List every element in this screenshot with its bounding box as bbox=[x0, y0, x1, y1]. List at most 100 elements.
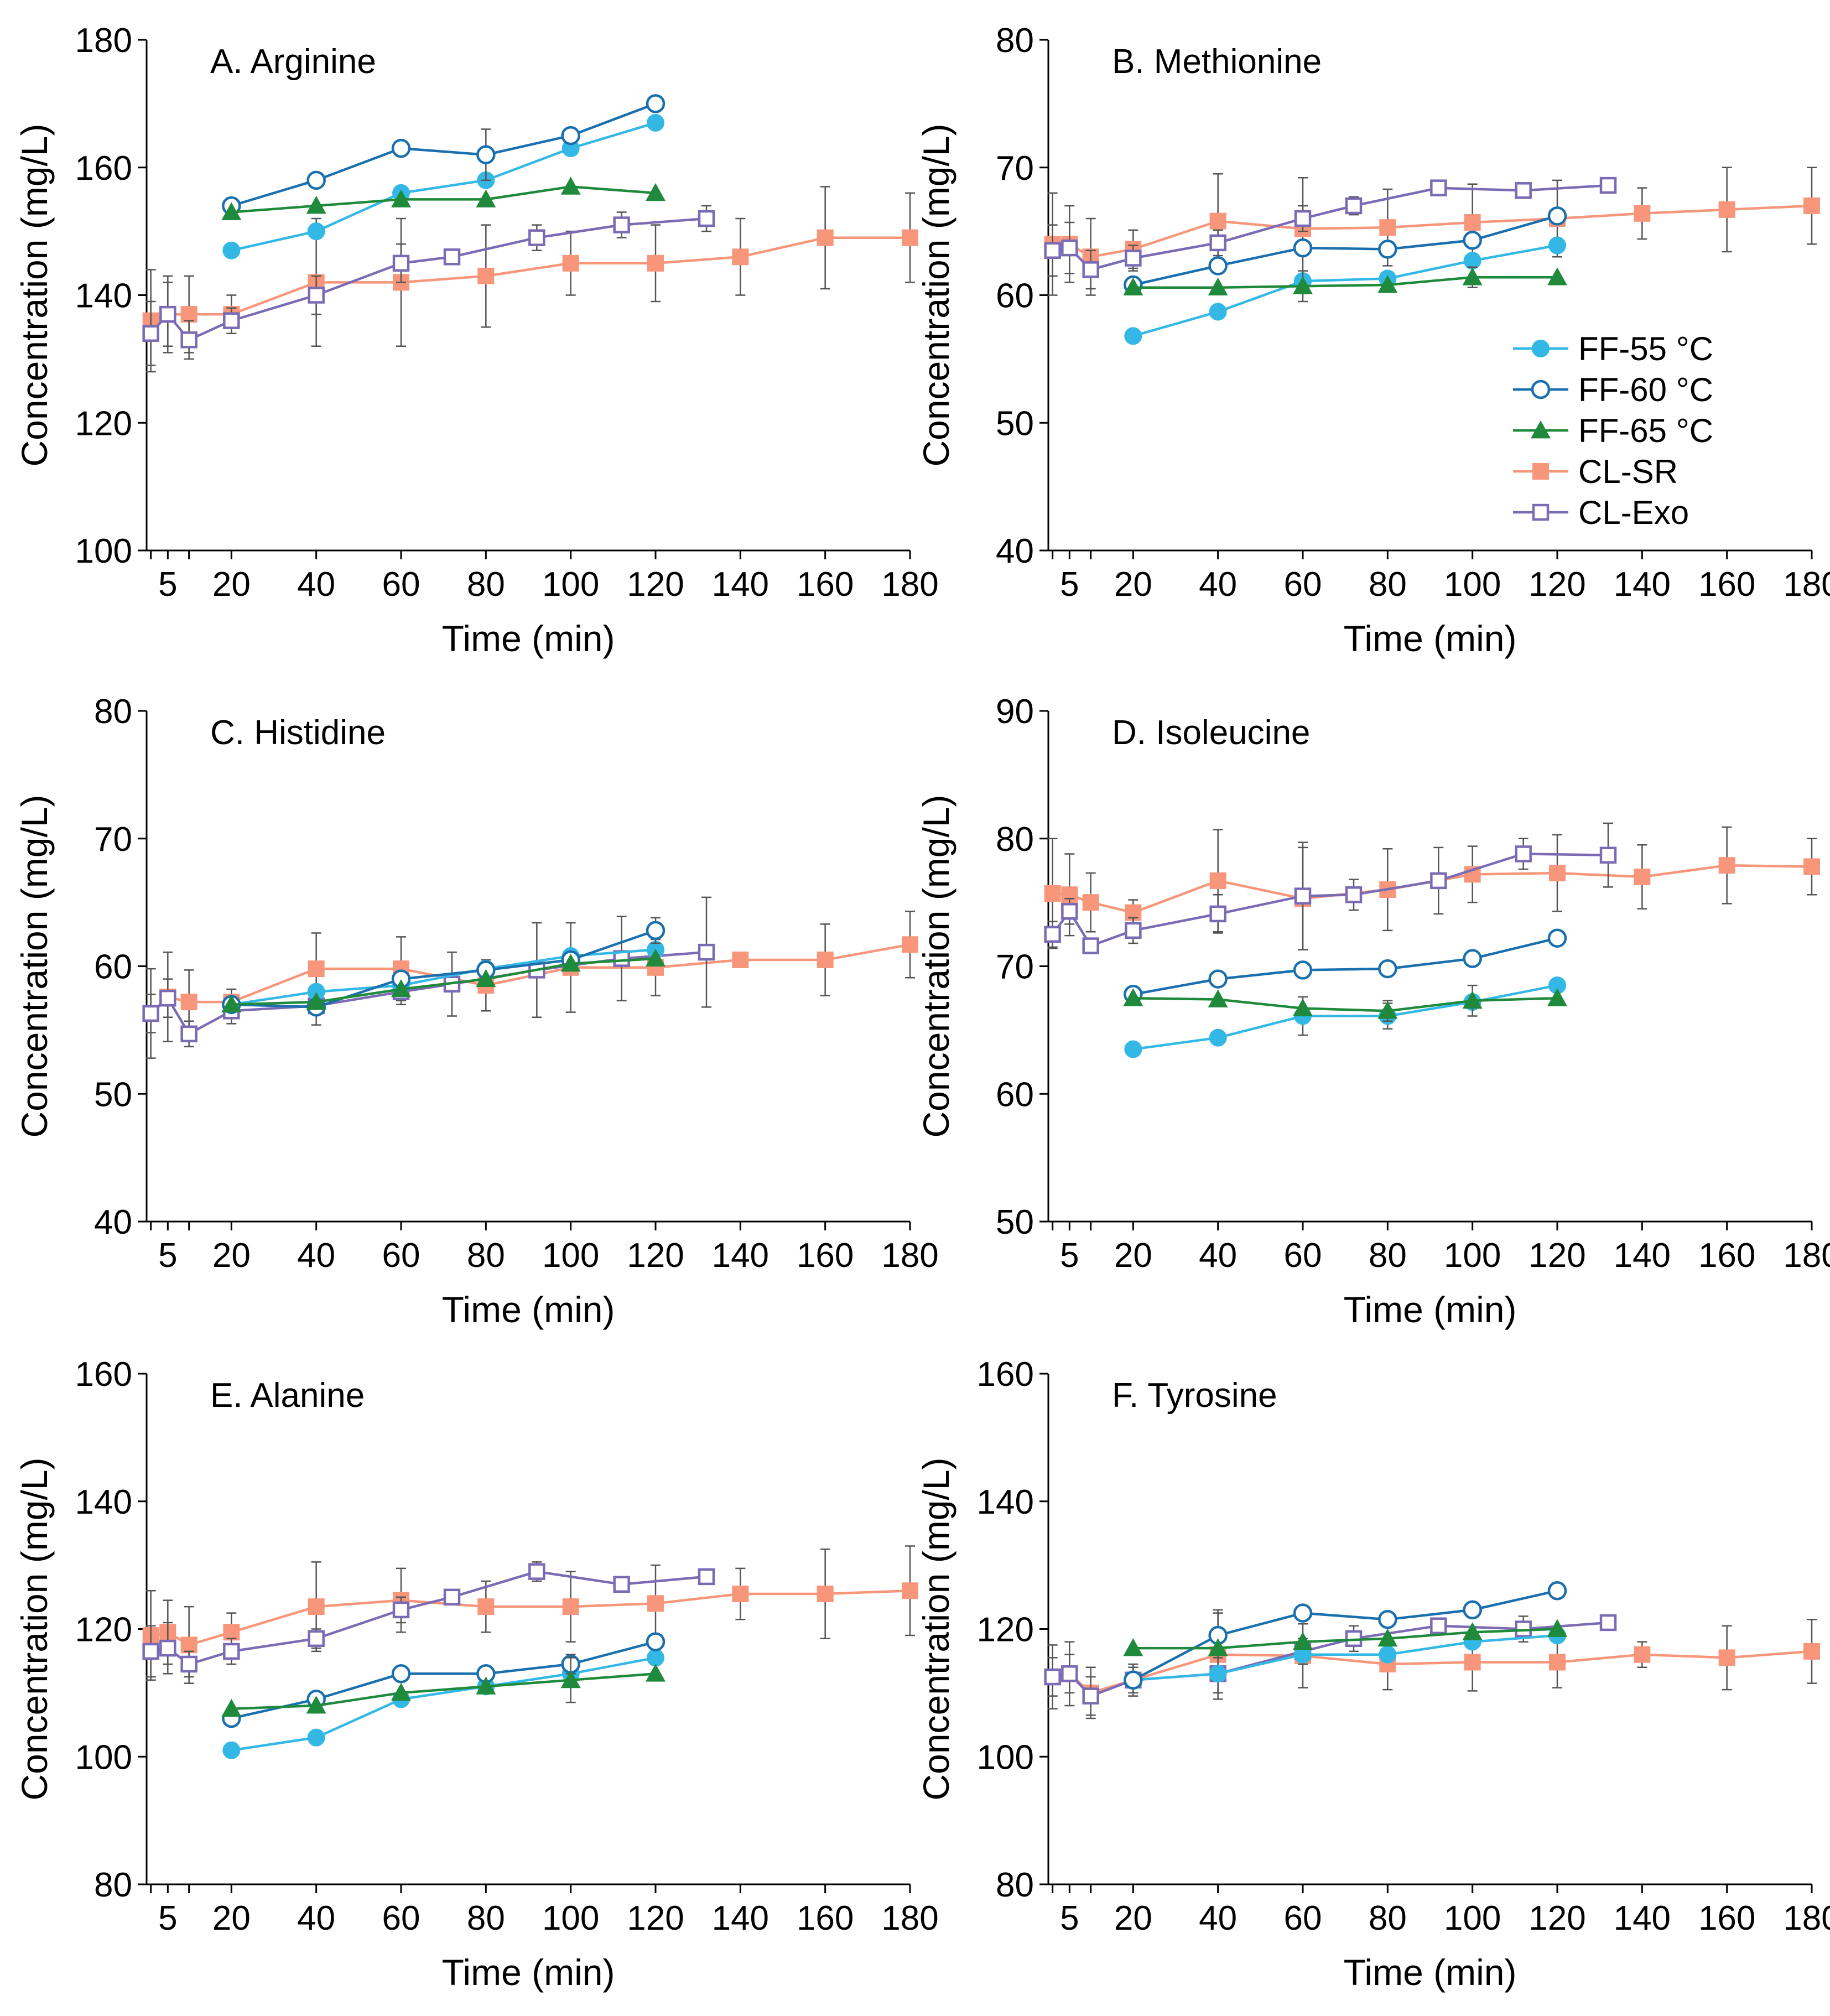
data-point bbox=[1634, 205, 1651, 222]
data-point bbox=[732, 248, 749, 266]
y-tick-label: 50 bbox=[94, 1075, 132, 1114]
series-line bbox=[1133, 1634, 1558, 1682]
series-ff-60-c bbox=[222, 1632, 666, 1728]
data-point bbox=[476, 1676, 496, 1695]
data-point bbox=[1208, 989, 1228, 1007]
series-line bbox=[1052, 1650, 1812, 1695]
legend-marker bbox=[1531, 420, 1551, 439]
series-line bbox=[150, 236, 910, 322]
data-point bbox=[222, 1741, 241, 1759]
data-point bbox=[1803, 1643, 1820, 1660]
x-tick-label: 140 bbox=[1614, 1236, 1671, 1275]
y-tick-label: 70 bbox=[94, 820, 132, 859]
data-point bbox=[1430, 179, 1447, 196]
x-tick-label: 160 bbox=[797, 565, 854, 604]
panel-title: C. Histidine bbox=[210, 714, 386, 752]
x-tick-label: 20 bbox=[1114, 565, 1152, 604]
data-point bbox=[308, 1630, 325, 1648]
series-line bbox=[231, 102, 656, 207]
data-point bbox=[1208, 277, 1228, 296]
x-tick-label: 180 bbox=[881, 1899, 938, 1937]
data-point bbox=[477, 267, 495, 284]
series-line bbox=[1132, 244, 1558, 337]
legend-item-ff-60-c: FF-60 °C bbox=[1513, 371, 1713, 408]
x-tick-label: 180 bbox=[1783, 1899, 1830, 1937]
data-point bbox=[646, 94, 666, 113]
panel-title: A. Arginine bbox=[210, 43, 376, 81]
x-tick-label: 40 bbox=[1199, 1899, 1237, 1937]
x-tick-label: 120 bbox=[1529, 1236, 1585, 1275]
panel-e-alanine: 80 100 120 140 160 5 20 40 60 80 100 120 140 160 180 Ti… bbox=[14, 1355, 939, 1993]
data-point bbox=[1125, 250, 1142, 267]
data-point bbox=[902, 229, 918, 246]
data-point bbox=[647, 1649, 664, 1667]
data-point bbox=[1345, 886, 1363, 903]
series-ff-60-c bbox=[1124, 928, 1567, 1004]
series-line bbox=[231, 1640, 656, 1720]
series-line bbox=[1133, 996, 1558, 1012]
x-tick-label: 180 bbox=[881, 1236, 938, 1275]
data-point bbox=[562, 254, 579, 272]
data-point bbox=[902, 1582, 918, 1599]
series-line bbox=[1052, 1621, 1609, 1697]
data-point bbox=[1209, 872, 1226, 889]
x-tick-label: 20 bbox=[1114, 1236, 1152, 1275]
data-point bbox=[646, 921, 666, 941]
data-point bbox=[1293, 1603, 1313, 1623]
panel-d-isoleucine: 50 60 70 80 90 5 20 40 60 80 100 120 140 160 180 Time (… bbox=[916, 693, 1830, 1330]
legend-marker bbox=[1531, 380, 1551, 399]
y-tick-label: 120 bbox=[75, 404, 132, 443]
series-cl-exo bbox=[142, 205, 715, 366]
data-point bbox=[307, 222, 325, 241]
data-point bbox=[1718, 857, 1735, 874]
series-line bbox=[1052, 204, 1812, 258]
x-tick-label: 120 bbox=[1529, 1899, 1585, 1937]
data-point bbox=[528, 229, 545, 246]
data-point bbox=[1430, 1617, 1447, 1634]
data-point bbox=[306, 170, 326, 190]
data-point bbox=[159, 305, 176, 323]
x-tick-label: 80 bbox=[467, 1899, 505, 1937]
data-point bbox=[222, 241, 241, 259]
x-axis-title: Time (min) bbox=[1344, 618, 1517, 659]
x-tick-label: 140 bbox=[712, 565, 769, 604]
x-tick-label: 160 bbox=[797, 1236, 854, 1275]
data-point bbox=[306, 1695, 326, 1714]
data-point bbox=[392, 254, 410, 272]
y-tick-label: 120 bbox=[977, 1611, 1034, 1649]
data-point bbox=[1209, 212, 1226, 230]
legend-label: CL-Exo bbox=[1578, 494, 1689, 531]
data-point bbox=[1515, 845, 1532, 862]
data-point bbox=[1599, 1614, 1617, 1631]
y-axis-title: Concentration (mg/L) bbox=[14, 795, 55, 1138]
data-point bbox=[221, 1698, 242, 1717]
series-ff-60-c bbox=[222, 94, 666, 216]
panel-b-methionine: 40 50 60 70 80 5 20 40 60 80 100 120 140 160 180 Time (… bbox=[916, 22, 1830, 659]
data-point bbox=[1209, 234, 1226, 252]
data-point bbox=[1293, 276, 1313, 294]
data-point bbox=[391, 979, 411, 997]
data-point bbox=[391, 1682, 411, 1701]
data-point bbox=[1547, 1581, 1567, 1601]
data-point bbox=[391, 189, 411, 207]
data-point bbox=[1293, 998, 1313, 1017]
data-point bbox=[1378, 959, 1397, 979]
data-point bbox=[443, 1588, 461, 1606]
y-axis-title: Concentration (mg/L) bbox=[916, 795, 956, 1138]
panel-title: E. Alanine bbox=[210, 1376, 365, 1415]
x-tick-label: 5 bbox=[1060, 1899, 1079, 1937]
data-point bbox=[1464, 214, 1481, 231]
x-tick-label: 40 bbox=[1199, 1236, 1237, 1275]
data-point bbox=[1599, 846, 1617, 864]
data-point bbox=[180, 1025, 197, 1043]
series-ff-60-c bbox=[1124, 1581, 1567, 1690]
x-tick-label: 100 bbox=[1444, 565, 1501, 604]
data-point bbox=[1124, 1670, 1143, 1690]
data-point bbox=[221, 994, 242, 1013]
x-tick-label: 140 bbox=[1614, 1899, 1671, 1937]
data-point bbox=[1462, 1622, 1483, 1640]
data-point bbox=[1547, 988, 1567, 1006]
series-ff-55-c bbox=[1124, 1627, 1566, 1689]
x-tick-label: 20 bbox=[1114, 1899, 1152, 1937]
data-point bbox=[1463, 1600, 1482, 1620]
